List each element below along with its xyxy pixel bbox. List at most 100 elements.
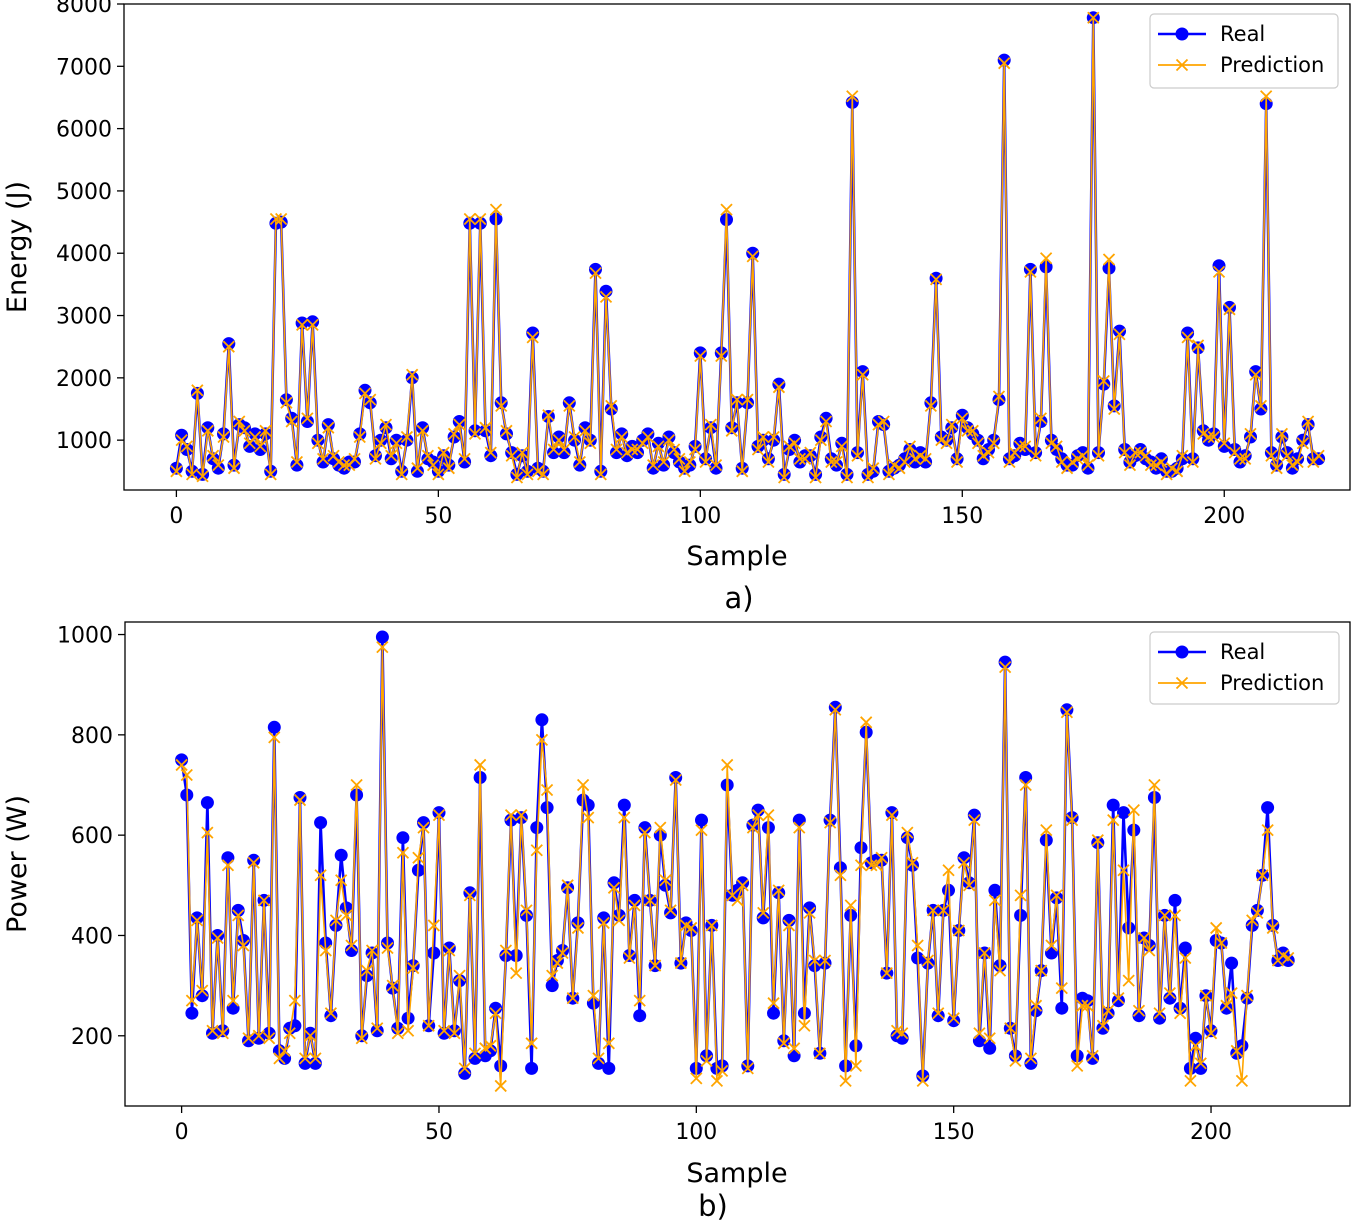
data-point-prediction (1107, 813, 1120, 827)
data-point-prediction (385, 449, 398, 462)
y-tick-label: 1000 (56, 429, 112, 454)
data-point-prediction (623, 951, 636, 965)
data-point-prediction (667, 443, 681, 456)
data-point-real (1175, 452, 1189, 466)
data-point-prediction (901, 826, 914, 839)
data-point-prediction (966, 424, 979, 437)
data-point-real (651, 436, 665, 450)
legend-energy: Real Prediction (1149, 13, 1339, 89)
data-point-prediction (1207, 430, 1220, 444)
data-point-real (1055, 1001, 1069, 1015)
data-point-prediction (411, 462, 424, 475)
data-point-prediction (201, 424, 214, 437)
data-point-prediction (556, 946, 569, 960)
data-point-real (638, 821, 652, 835)
legend-marker-prediction (1175, 676, 1189, 690)
data-point-prediction (495, 399, 508, 413)
data-point-real (1212, 259, 1226, 273)
data-point-prediction (834, 869, 847, 882)
data-point-prediction (840, 471, 854, 484)
data-point-prediction (731, 894, 744, 907)
data-point-real (201, 421, 215, 435)
data-point-prediction (767, 430, 780, 444)
data-point-real (1223, 300, 1236, 314)
data-point-real (1220, 1001, 1233, 1015)
data-point-prediction (720, 203, 733, 216)
data-point-real (221, 851, 235, 865)
data-point-prediction (273, 1052, 286, 1065)
data-point-real (226, 1001, 240, 1015)
data-point-prediction (597, 916, 610, 930)
data-point-prediction (1139, 449, 1152, 462)
data-point-prediction (211, 931, 224, 945)
data-point-prediction (322, 421, 335, 434)
data-point-real (1081, 461, 1095, 475)
data-point-prediction (605, 399, 618, 413)
data-point-real (293, 791, 307, 804)
data-point-real (592, 1056, 605, 1070)
data-point-prediction (1155, 455, 1168, 469)
data-point-real (314, 816, 328, 830)
data-point-prediction (448, 1027, 461, 1040)
data-point-prediction (396, 846, 410, 859)
data-point-prediction (1055, 981, 1068, 995)
data-point-prediction (610, 443, 623, 456)
data-point-prediction (1225, 987, 1238, 1000)
data-point-prediction (371, 1022, 384, 1035)
data-point-prediction (1004, 1022, 1017, 1035)
data-point-prediction (1144, 458, 1158, 472)
data-point-real (998, 655, 1012, 669)
data-point-prediction (851, 449, 864, 462)
data-point-prediction (505, 449, 518, 462)
data-point-prediction (685, 921, 698, 935)
data-point-prediction (421, 449, 435, 462)
data-point-real (334, 848, 348, 862)
data-point-real (746, 246, 760, 260)
data-point-prediction (222, 340, 235, 353)
data-point-prediction (947, 1012, 960, 1025)
data-point-prediction (1230, 1044, 1243, 1057)
data-point-prediction (1009, 1054, 1022, 1067)
data-point-prediction (1254, 399, 1268, 413)
data-point-prediction (1235, 1074, 1249, 1088)
data-point-prediction (268, 731, 281, 744)
data-point-real (463, 886, 477, 900)
data-point-prediction (772, 884, 785, 897)
data-point-prediction (552, 434, 565, 447)
y-tick-label: 400 (71, 924, 113, 949)
data-point-real (695, 813, 708, 827)
data-point-prediction (674, 956, 688, 970)
data-point-real (662, 430, 676, 444)
data-point-prediction (510, 471, 524, 484)
data-point-prediction (1168, 909, 1182, 922)
data-point-prediction (568, 430, 581, 444)
data-point-prediction (973, 1027, 986, 1040)
x-tick-label: 50 (424, 504, 452, 529)
data-point-prediction (865, 859, 878, 872)
data-point-prediction (1282, 951, 1295, 965)
data-point-real (1096, 1021, 1110, 1035)
data-point-real (458, 1066, 472, 1080)
data-point-prediction (1199, 989, 1213, 1002)
legend-box (1149, 631, 1340, 705)
y-tick-label: 800 (71, 724, 113, 749)
data-point-prediction (437, 1024, 451, 1037)
data-point-prediction (248, 430, 262, 444)
data-point-real (298, 1056, 312, 1070)
data-point-real (1312, 452, 1326, 466)
data-point-prediction (530, 844, 543, 857)
data-point-real (452, 415, 466, 428)
data-point-prediction (1122, 974, 1135, 987)
data-point-real (247, 853, 261, 867)
data-point-real (957, 851, 971, 865)
data-point-real (562, 396, 576, 410)
data-point-real (211, 929, 225, 942)
data-point-prediction (730, 393, 744, 406)
data-point-prediction (612, 914, 626, 927)
data-point-prediction (201, 826, 214, 839)
data-point-prediction (715, 1064, 729, 1078)
data-point-prediction (860, 716, 873, 729)
data-point-prediction (1215, 936, 1228, 950)
data-point-prediction (299, 1052, 312, 1065)
data-point-prediction (587, 989, 600, 1002)
